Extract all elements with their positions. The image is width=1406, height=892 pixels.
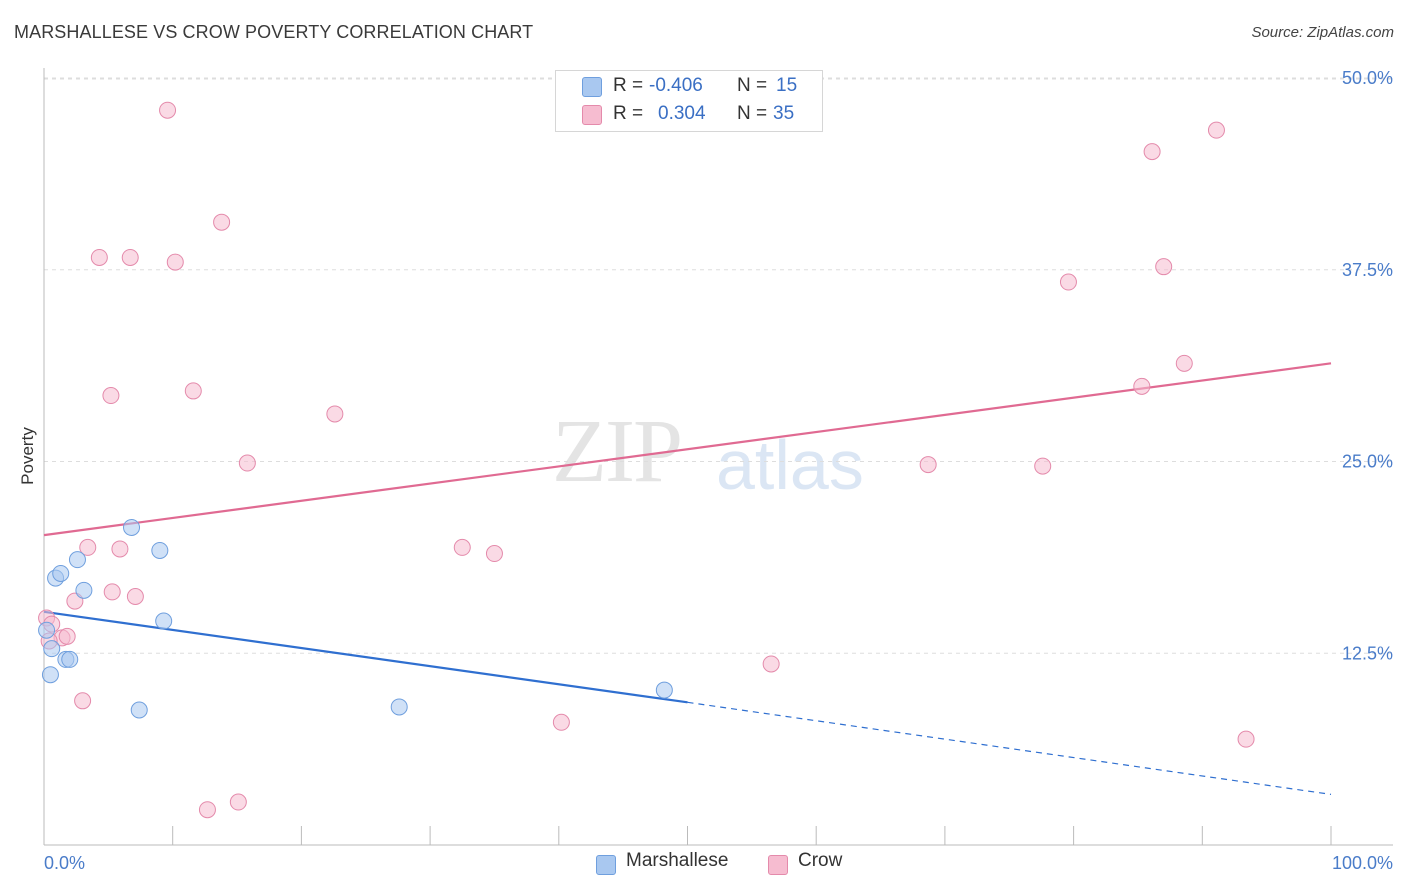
point-crow [198, 801, 216, 819]
point-crow [552, 713, 570, 731]
point-crow [166, 253, 184, 271]
point-marshallese [155, 612, 173, 630]
point-marshallese [390, 698, 408, 716]
trend-line-crow [43, 362, 1332, 537]
marshallese-legend-label: Marshallese [626, 850, 729, 871]
legend-r-value: -0.406 [649, 75, 703, 96]
crow-legend-swatch [768, 855, 788, 875]
point-marshallese [151, 541, 169, 559]
point-crow [1059, 273, 1077, 291]
legend-n-value: 15 [776, 75, 798, 96]
legend-r-value: 0.304 [658, 103, 706, 124]
legend-n-value: 35 [773, 103, 795, 124]
point-marshallese [123, 518, 141, 536]
point-crow [111, 540, 129, 558]
point-crow [1143, 143, 1161, 161]
point-crow [184, 382, 202, 400]
x-tick-label: 0.0% [44, 853, 85, 873]
legend-n-label: N = [737, 103, 768, 124]
y-tick-label: 50.0% [1342, 68, 1393, 88]
trend-lines [43, 362, 1332, 795]
point-crow [1207, 121, 1225, 139]
point-crow [1175, 354, 1193, 372]
crow-legend-label: Crow [798, 850, 843, 871]
point-marshallese [130, 701, 148, 719]
watermark-atlas: atlas [716, 426, 864, 504]
point-crow [1034, 457, 1052, 475]
point-crow [213, 213, 231, 231]
point-crow [79, 538, 97, 556]
correlation-legend: R = -0.406 N = 15 R = 0.304 N = 35 [555, 70, 823, 132]
point-crow [238, 454, 256, 472]
trend-line-extension-marshallese [687, 701, 1332, 795]
point-crow [74, 692, 92, 710]
point-crow [126, 587, 144, 605]
point-crow [919, 456, 937, 474]
axes [43, 68, 1393, 846]
point-crow [229, 793, 247, 811]
tick-labels: 12.5% 25.0% 37.5% 50.0% 0.0% 100.0% Poverty [18, 68, 1393, 873]
point-crow [762, 655, 780, 673]
chart-title: MARSHALLESE VS CROW POVERTY CORRELATION … [14, 22, 534, 42]
y-tick-label: 12.5% [1342, 643, 1393, 663]
point-marshallese [75, 581, 93, 599]
point-marshallese [43, 640, 61, 658]
watermark-zip: ZIP [552, 402, 683, 501]
y-tick-label: 37.5% [1342, 260, 1393, 280]
trend-line-marshallese [43, 610, 688, 704]
legend-row-marshallese: R = -0.406 N = 15 [556, 73, 822, 99]
point-crow [102, 387, 120, 405]
point-crow [1237, 730, 1255, 748]
point-crow [1133, 377, 1151, 395]
point-crow [58, 627, 76, 645]
marshallese-legend-swatch [596, 855, 616, 875]
marshallese-swatch [582, 77, 602, 97]
legend-r-label: R = [613, 75, 644, 96]
source-label: Source: ZipAtlas.com [1251, 24, 1394, 41]
point-marshallese [38, 621, 56, 639]
point-crow [159, 101, 177, 119]
legend-r-label: R = [613, 103, 644, 124]
legend-n-label: N = [737, 75, 768, 96]
point-crow [90, 248, 108, 266]
crow-swatch [582, 105, 602, 125]
point-marshallese [655, 681, 673, 699]
point-marshallese [52, 564, 70, 582]
y-axis-title: Poverty [18, 427, 37, 485]
point-crow [121, 248, 139, 266]
point-crow [1155, 258, 1173, 276]
legend-row-crow: R = 0.304 N = 35 [556, 101, 822, 127]
point-crow [103, 583, 121, 601]
point-crow [485, 545, 503, 563]
point-marshallese [61, 650, 79, 668]
y-tick-label: 25.0% [1342, 452, 1393, 472]
point-marshallese [68, 551, 86, 569]
data-points [38, 101, 1255, 819]
x-tick-label: 100.0% [1332, 853, 1393, 873]
point-marshallese [41, 666, 59, 684]
point-crow [453, 538, 471, 556]
point-crow [326, 405, 344, 423]
